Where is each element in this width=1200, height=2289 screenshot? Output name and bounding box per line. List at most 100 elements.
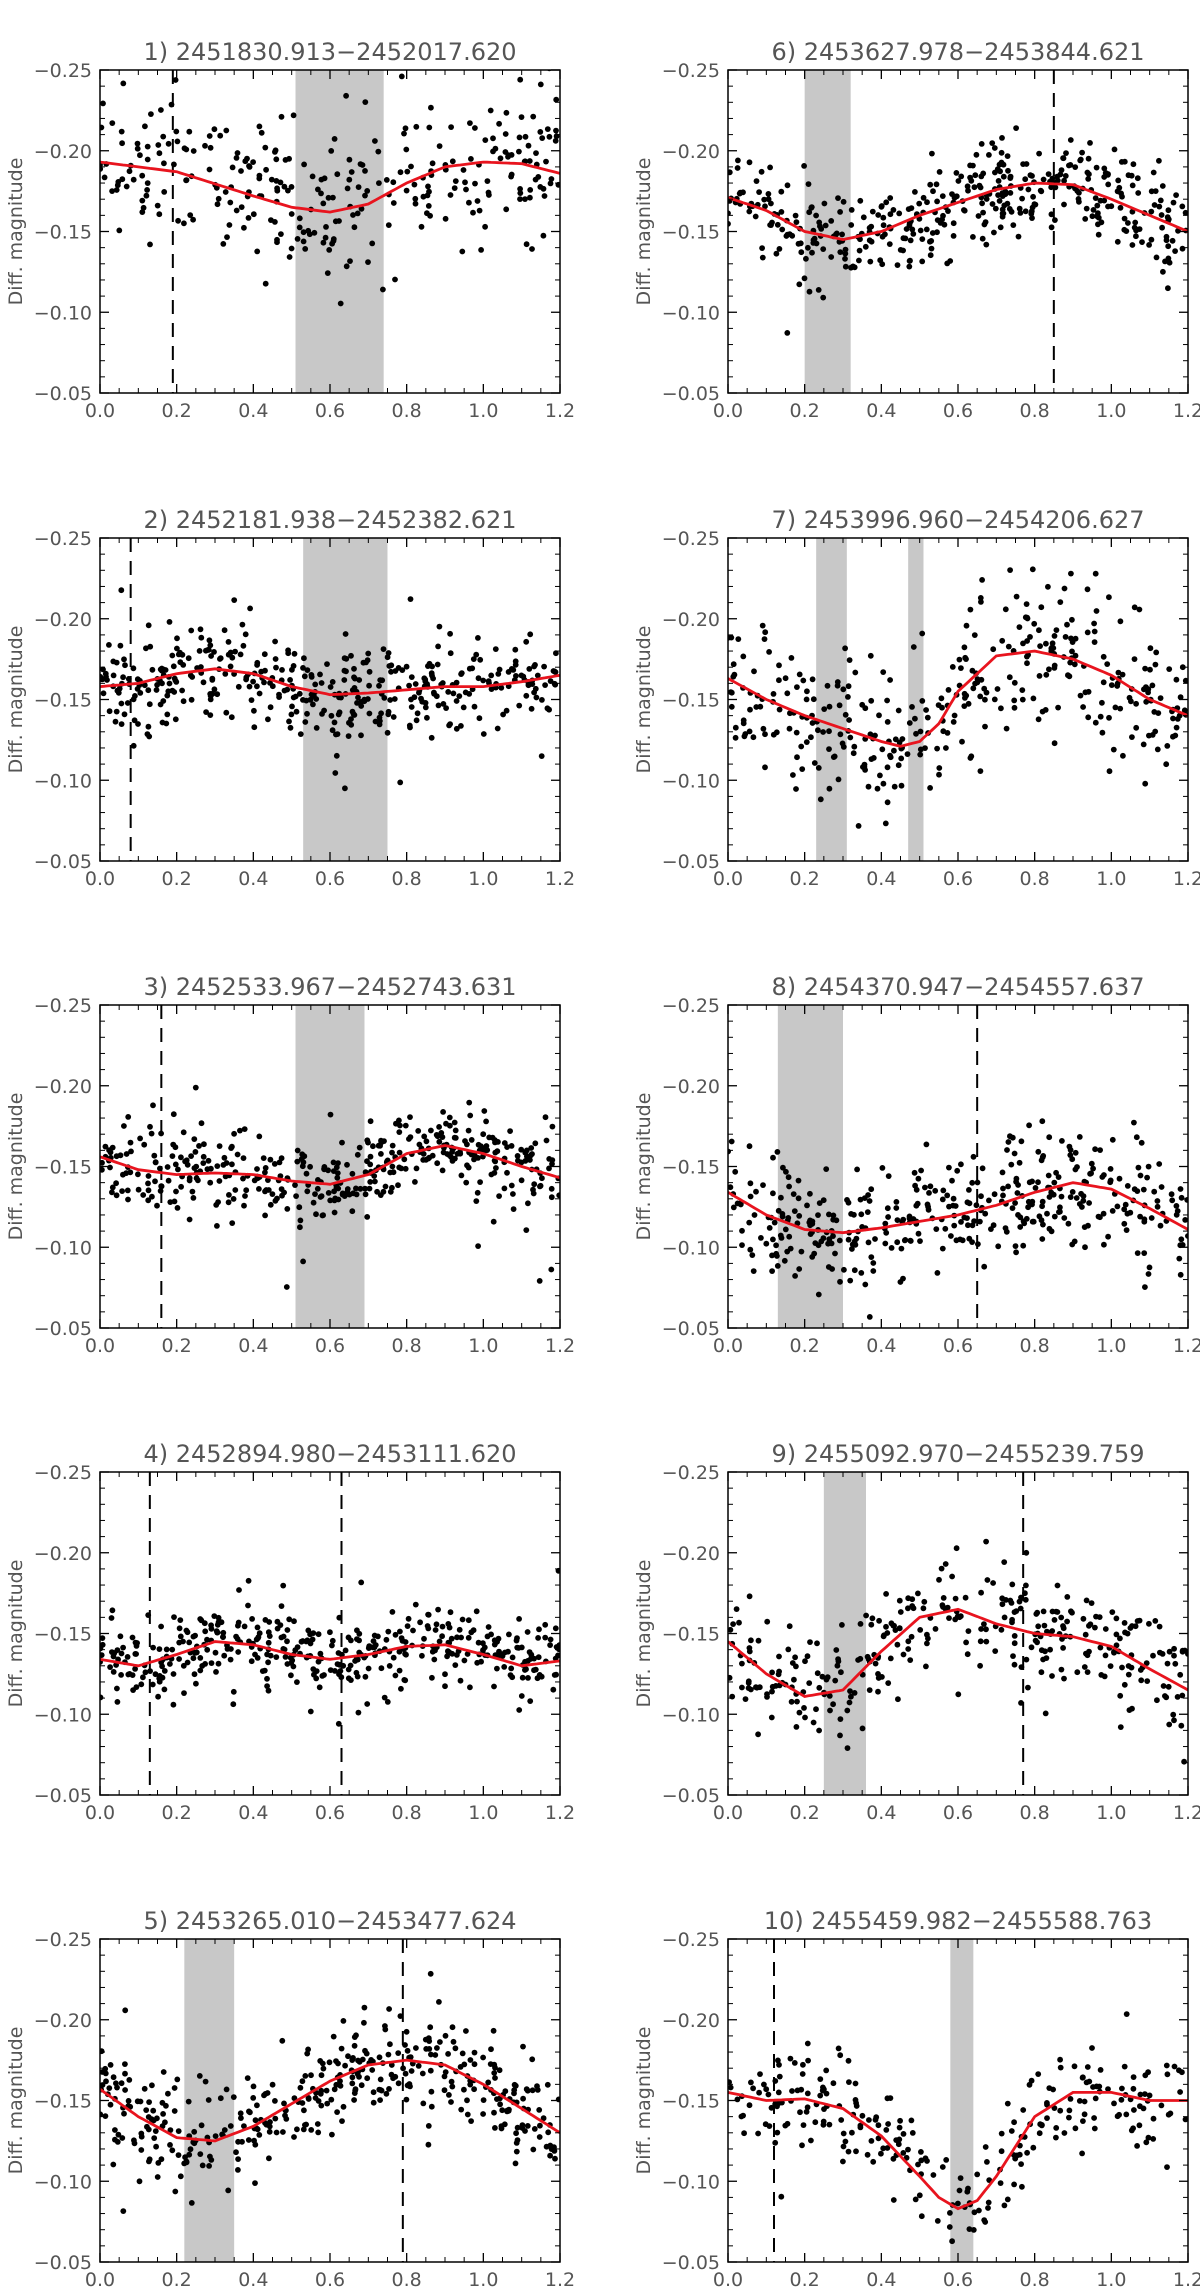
data-point [246, 1638, 252, 1645]
data-point [790, 772, 796, 778]
data-point [1011, 1633, 1018, 1639]
data-point [824, 682, 831, 689]
data-point [492, 2064, 498, 2071]
data-point [279, 2037, 286, 2044]
data-point [243, 1187, 250, 1194]
data-point [805, 2057, 811, 2064]
data-point [352, 2086, 359, 2093]
data-point [502, 131, 509, 137]
data-point [954, 1167, 961, 1174]
data-point [397, 169, 404, 176]
data-point [404, 1623, 411, 1629]
data-point [205, 1157, 212, 1164]
x-tick-label: 0.6 [943, 400, 973, 422]
data-point [151, 2135, 158, 2142]
data-point [1178, 1722, 1185, 1729]
data-point [429, 1152, 436, 1159]
data-point [1057, 2064, 1064, 2071]
data-point [329, 1642, 335, 1649]
data-point [349, 1208, 356, 1215]
data-point [149, 1193, 155, 1200]
panel-3: 0.0 0.2 0.4 0.6 0.8 1.0 1.2−0.25−0.20−0.15−0.1… [5, 506, 575, 890]
data-point [1158, 1184, 1165, 1190]
data-point [542, 1634, 549, 1641]
data-point [112, 718, 119, 725]
data-point [121, 656, 127, 663]
panel-title: 1) 2451830.913−2452017.620 [143, 38, 516, 66]
data-point [176, 1639, 183, 1646]
data-point [552, 681, 559, 688]
data-point [1032, 1185, 1039, 1191]
y-tick-label: −0.25 [34, 60, 92, 82]
data-point [1040, 176, 1047, 183]
data-point [1182, 2116, 1188, 2123]
data-point [250, 2095, 257, 2101]
data-point [425, 183, 431, 190]
data-point [485, 1624, 492, 1630]
data-point [977, 595, 984, 601]
data-point [429, 160, 436, 167]
data-point [436, 1138, 443, 1145]
data-point [952, 1203, 959, 1209]
data-point [106, 2085, 113, 2092]
data-point [1148, 1215, 1155, 1221]
data-point [458, 1634, 464, 1641]
data-point [890, 2155, 897, 2162]
data-point [815, 765, 822, 771]
data-point [426, 660, 433, 667]
data-point [196, 648, 203, 654]
data-point [861, 764, 868, 770]
data-point [256, 172, 263, 179]
x-tick-label: 1.0 [1096, 1335, 1126, 1357]
data-point [1038, 1157, 1045, 1164]
data-point [498, 684, 505, 691]
data-point [273, 178, 280, 184]
data-point [297, 731, 304, 737]
data-point [461, 1657, 468, 1664]
fit-curve [100, 667, 560, 697]
data-point [283, 1284, 290, 1290]
data-point [893, 2137, 900, 2144]
data-point [167, 1661, 173, 1667]
data-point [404, 168, 411, 175]
data-point [130, 665, 137, 672]
data-point [879, 233, 886, 240]
data-point [1164, 1660, 1171, 1667]
data-point [848, 222, 855, 228]
data-point [296, 224, 303, 231]
data-point [447, 630, 453, 637]
data-point [134, 676, 141, 683]
data-point [763, 1240, 770, 1247]
data-point [779, 1213, 786, 1220]
data-point [543, 158, 549, 165]
data-point [1111, 146, 1118, 153]
data-point [1148, 236, 1155, 243]
data-point [1018, 2161, 1024, 2168]
data-point [235, 1622, 241, 1629]
data-point [451, 1119, 458, 1126]
data-point [961, 644, 968, 651]
data-point [537, 184, 544, 190]
data-point [916, 2192, 923, 2199]
data-point [514, 1635, 520, 1641]
data-point [1122, 1201, 1129, 1208]
data-point [890, 2197, 897, 2203]
data-point [736, 190, 743, 197]
data-point [896, 2124, 903, 2131]
data-point [978, 676, 985, 683]
data-point [838, 2117, 845, 2123]
data-point [786, 725, 793, 732]
data-point [735, 157, 741, 164]
data-point [355, 184, 362, 191]
data-point [448, 1635, 455, 1642]
data-point [1039, 1203, 1045, 1210]
data-point [342, 2062, 348, 2069]
data-point [809, 1254, 816, 1260]
data-point [256, 2132, 263, 2138]
data-point [1151, 1188, 1158, 1195]
data-point [362, 99, 369, 105]
data-point [186, 1216, 193, 1223]
data-point [457, 2064, 464, 2070]
data-point [1177, 2089, 1183, 2095]
data-point [765, 196, 772, 203]
